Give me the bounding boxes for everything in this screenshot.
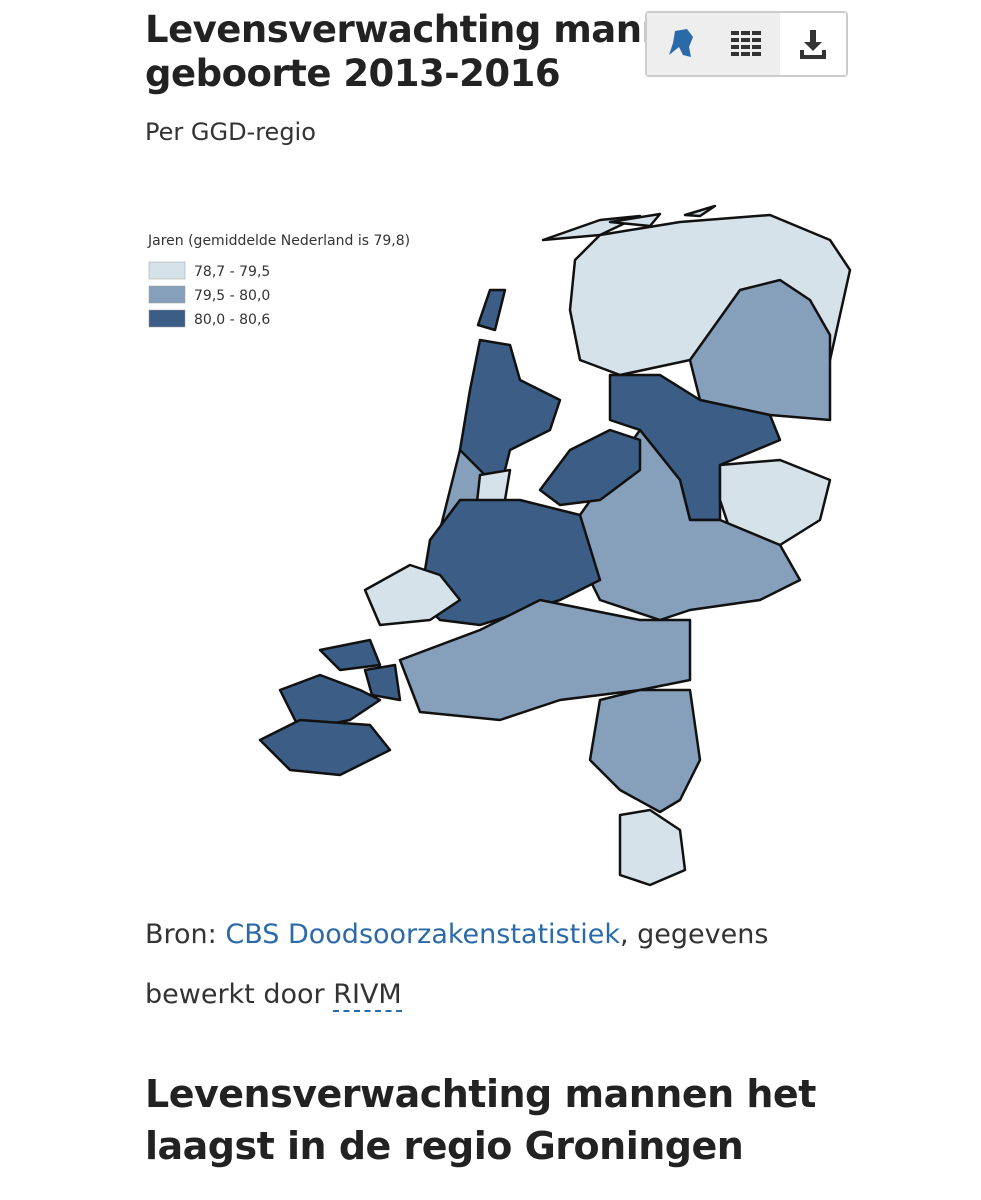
source-prefix: Bron: <box>145 919 217 950</box>
heading-line: laagst in de regio Groningen <box>145 1124 744 1168</box>
map-view-button[interactable] <box>647 13 714 75</box>
source: Bron: CBS Doodsoorzakenstatistiek, gegev… <box>145 905 845 1025</box>
map: Jaren (gemiddelde Nederland is 79,8) 78,… <box>147 204 852 887</box>
section-heading: Levensverwachting mannen het laagst in de… <box>145 1068 816 1172</box>
toolbar <box>645 11 848 77</box>
legend-title: Jaren (gemiddelde Nederland is 79,8) <box>147 233 410 249</box>
source-link[interactable]: CBS Doodsoorzakenstatistiek <box>225 919 620 950</box>
legend-swatch <box>148 261 186 280</box>
download-icon <box>799 30 826 59</box>
region <box>608 204 717 228</box>
region <box>398 598 692 722</box>
source-abbr[interactable]: RIVM <box>333 979 402 1012</box>
legend-swatch <box>148 285 186 304</box>
region <box>588 688 702 814</box>
legend-label: 79,5 - 80,0 <box>194 288 270 304</box>
subtitle: Per GGD-regio <box>145 118 316 146</box>
title-line: geboorte 2013-2016 <box>145 52 561 95</box>
region <box>258 718 392 777</box>
region <box>538 428 642 507</box>
region <box>458 338 562 492</box>
region <box>618 808 687 887</box>
region <box>318 638 402 702</box>
source-text: , gegevens bewerkt door <box>145 919 769 1010</box>
legend-swatch <box>148 309 186 328</box>
map-icon <box>669 29 694 57</box>
region <box>578 428 802 622</box>
title-line: Levensverwachting manne <box>145 8 693 51</box>
table-icon <box>731 29 762 59</box>
legend-label: 78,7 - 79,5 <box>194 264 270 280</box>
table-view-button[interactable] <box>713 13 780 75</box>
region <box>363 563 462 627</box>
heading-line: Levensverwachting mannen het <box>145 1072 816 1116</box>
legend-label: 80,0 - 80,6 <box>194 312 270 328</box>
download-button[interactable] <box>779 13 846 75</box>
region <box>476 288 507 332</box>
region <box>718 458 832 547</box>
